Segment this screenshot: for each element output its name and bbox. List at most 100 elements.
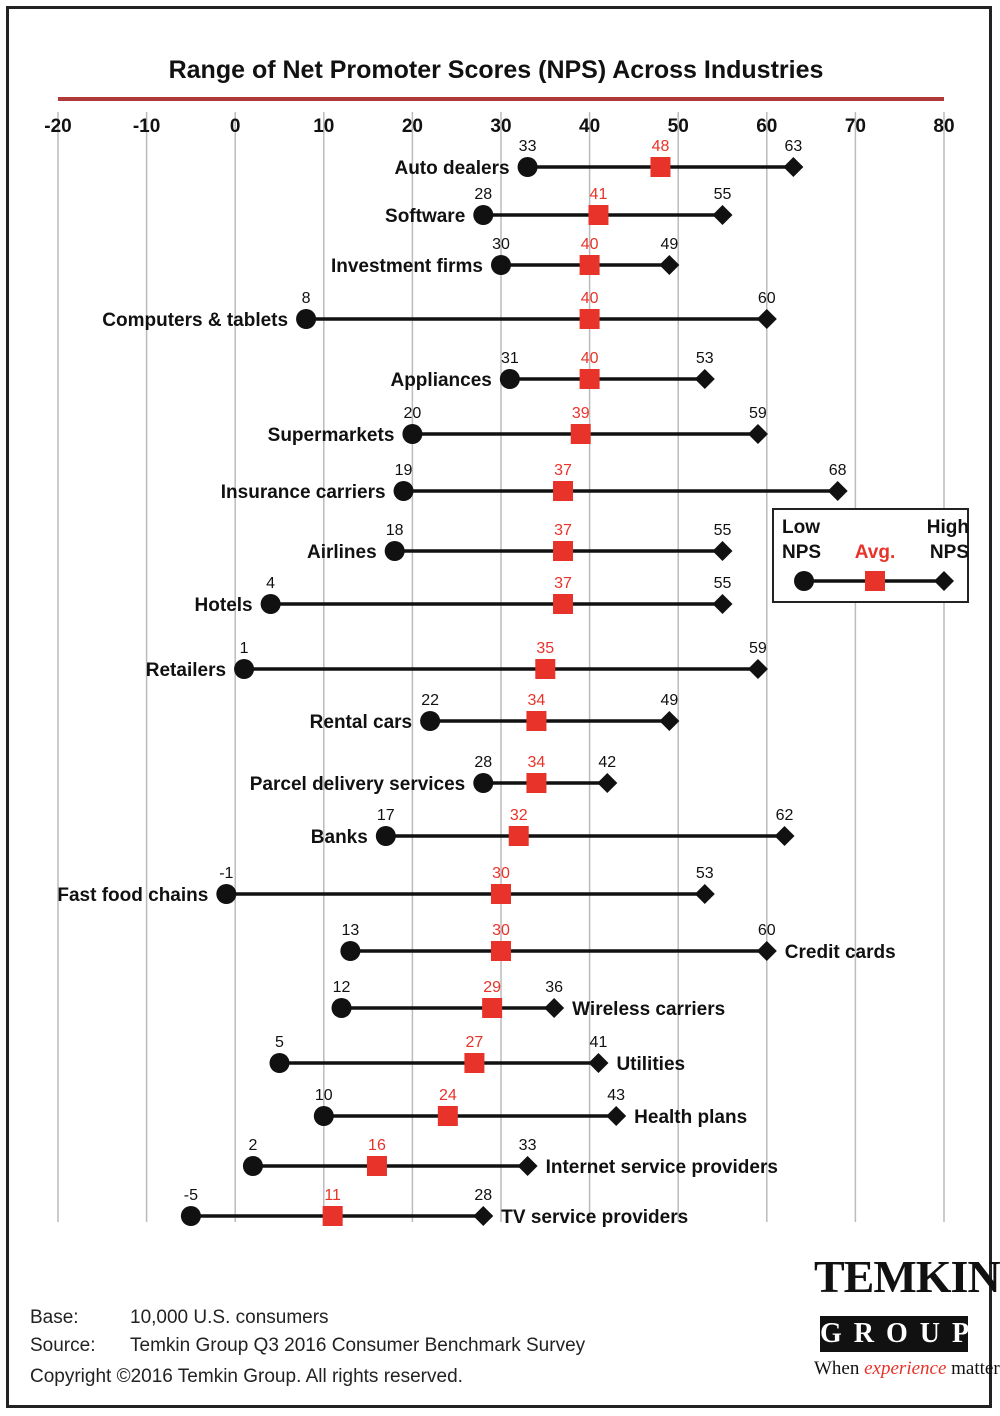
avg-nps-square [491,941,511,961]
low-nps-dot [499,369,520,389]
legend-text: High [927,517,969,538]
high-nps-diamond [774,826,795,846]
avg-value-label: 30 [492,922,510,939]
industry-row: 2 16 33 Internet service providers [242,1137,778,1178]
high-nps-diamond [544,998,565,1018]
high-value-label: 36 [545,979,563,996]
industry-row: 8 40 60 Computers & tablets [102,290,777,331]
x-tick-label: 70 [845,116,866,137]
industry-row: 12 29 36 Wireless carriers [331,979,725,1020]
avg-nps-square [570,424,591,444]
high-nps-diamond [694,884,715,904]
industry-row: 19 37 68 Insurance carriers [221,462,848,503]
avg-nps-square [553,481,574,501]
high-nps-diamond [517,1156,538,1176]
high-value-label: 49 [660,236,678,253]
high-nps-diamond [659,255,680,275]
industry-row: 28 41 55 Software [385,186,733,227]
avg-value-label: 37 [554,522,572,539]
high-value-label: 60 [758,290,776,307]
footer-base-label: Base: [30,1307,79,1328]
low-nps-dot [313,1106,334,1126]
avg-value-label: 32 [510,807,528,824]
avg-value-label: 35 [536,640,554,657]
low-nps-dot [216,884,237,904]
industry-label: Supermarkets [268,425,395,446]
low-nps-dot [234,659,255,679]
industry-label: Banks [311,827,368,848]
industry-row: 1 35 59 Retailers [146,640,768,681]
industry-label: Auto dealers [394,158,509,179]
temkin-group-logo: TEMKIN GROUP When experience matters [814,1250,1000,1390]
avg-value-label: 40 [581,290,599,307]
low-nps-dot [242,1156,263,1176]
low-value-label: 10 [315,1087,333,1104]
high-nps-diamond [747,659,768,679]
low-nps-dot [402,424,423,444]
low-nps-dot [420,711,441,731]
high-value-label: 55 [714,186,732,203]
avg-value-label: 11 [324,1187,341,1204]
legend-text: NPS [782,542,821,563]
industry-label: Airlines [307,542,377,563]
high-nps-diamond [597,773,618,793]
logo-tagline-post: matters [951,1358,1000,1379]
industry-label: Hotels [195,595,253,616]
high-value-label: 43 [607,1087,625,1104]
industry-row: 30 40 49 Investment firms [331,236,680,277]
avg-nps-square [491,884,511,904]
avg-nps-square [579,369,600,389]
avg-nps-square [526,773,547,793]
industry-label: Appliances [390,370,491,391]
low-value-label: 4 [266,575,275,592]
x-tick-label: -20 [44,116,71,137]
high-nps-diamond [712,205,733,225]
x-tick-label: 40 [579,116,600,137]
avg-value-label: 29 [483,979,501,996]
avg-nps-square [650,157,671,177]
x-tick-label: 10 [313,116,334,137]
industry-label: Health plans [634,1107,747,1128]
low-value-label: 33 [519,138,537,155]
high-nps-diamond [588,1053,609,1073]
low-value-label: 22 [421,692,439,709]
avg-value-label: 34 [528,692,546,709]
low-value-label: 13 [341,922,359,939]
logo-group-text: GROUP [820,1316,969,1352]
avg-nps-square [322,1206,343,1226]
footer-source-value: Temkin Group Q3 2016 Consumer Benchmark … [130,1335,586,1356]
x-tick-label: 30 [490,116,511,137]
avg-value-label: 40 [581,350,599,367]
avg-nps-square [535,659,556,679]
x-tick-label: -10 [133,116,160,137]
chart-title: Range of Net Promoter Scores (NPS) Acros… [169,56,824,84]
avg-nps-square [437,1106,458,1126]
low-value-label: 5 [275,1034,284,1051]
low-value-label: 2 [248,1137,257,1154]
low-value-label: 28 [474,754,492,771]
chart-frame [6,6,992,1408]
industry-row: 10 24 43 Health plans [313,1087,747,1128]
industry-label: Credit cards [785,942,896,963]
industry-row: 31 40 53 Appliances [390,350,715,391]
industry-label: Wireless carriers [572,999,725,1020]
low-value-label: 1 [240,640,249,657]
low-nps-dot [473,205,494,225]
industry-label: Computers & tablets [102,310,288,331]
logo-tagline-accent: experience [864,1358,947,1379]
avg-value-label: 34 [528,754,546,771]
high-value-label: 63 [784,138,802,155]
high-nps-diamond [694,369,715,389]
high-value-label: 55 [714,575,732,592]
avg-nps-square [579,309,600,329]
logo-temkin-text: TEMKIN [814,1251,1000,1302]
legend: Low NPS High NPS Avg. [772,508,969,603]
high-value-label: 59 [749,640,767,657]
avg-nps-square [553,594,574,614]
high-value-label: 33 [519,1137,537,1154]
high-nps-diamond [756,941,777,961]
high-value-label: 53 [696,350,714,367]
industry-label: Insurance carriers [221,482,386,503]
